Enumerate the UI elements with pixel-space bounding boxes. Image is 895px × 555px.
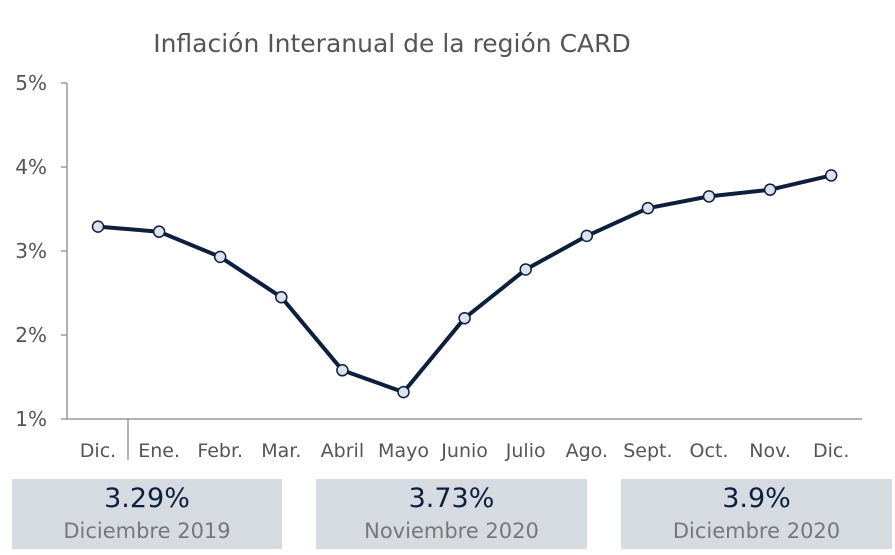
card-label: Noviembre 2020 [364,519,539,543]
chart-axes [66,83,862,460]
data-point [275,290,288,304]
data-point [763,183,777,196]
x-tick-label: Julio [505,440,546,462]
y-tick-label: 1% [15,407,47,431]
y-tick-label: 2% [15,323,47,347]
data-points [91,169,838,399]
x-tick-label: Nov. [749,440,791,462]
x-tick-label: Sept. [623,440,672,462]
x-tick-label: Ago. [566,440,608,462]
x-tick-label: Dic. [80,440,116,462]
x-tick-label: Febr. [197,440,243,462]
x-tick-label: Mayo [378,440,429,462]
y-tick-label: 4% [15,155,47,179]
data-point [824,169,838,182]
card-label: Diciembre 2020 [672,519,841,543]
x-axis-ticks: Dic. Ene. Febr. Mar. Abril Mayo Junio Julio Ago.… [80,440,850,462]
data-point [152,225,166,238]
data-point [213,250,227,264]
card-label: Diciembre 2019 [63,519,231,543]
data-point [336,364,349,377]
card-value: 3.73% [408,483,495,514]
x-tick-label: Oct. [690,440,729,462]
data-point [702,190,716,203]
y-axis-ticks: 1% 2% 3% 4% 5% [15,71,67,431]
x-tick-label: Ene. [138,440,180,462]
y-tick-label: 5% [15,71,47,95]
x-tick-label: Abril [321,440,364,462]
data-point [458,311,471,325]
summary-card-dec-2020: 3.9% Diciembre 2020 [621,479,892,549]
card-value: 3.29% [104,483,190,514]
summary-card-nov-2020: 3.73% Noviembre 2020 [316,479,587,549]
x-tick-label: Mar. [261,440,301,462]
chart-title: Inflación Interanual de la región CARD [153,29,631,58]
x-tick-label: Junio [440,440,488,462]
inflation-line-chart: Inflación Interanual de la región CARD 1… [15,29,862,462]
y-tick-label: 3% [15,239,47,263]
data-point [397,385,410,399]
data-point [580,229,594,243]
data-point [519,263,532,276]
data-point [641,201,655,215]
data-point [91,220,105,233]
inflation-series-line [96,173,834,395]
summary-card-dec-2019: 3.29% Diciembre 2019 [12,479,282,549]
card-value: 3.9% [722,483,791,514]
x-tick-label: Dic. [813,440,849,462]
